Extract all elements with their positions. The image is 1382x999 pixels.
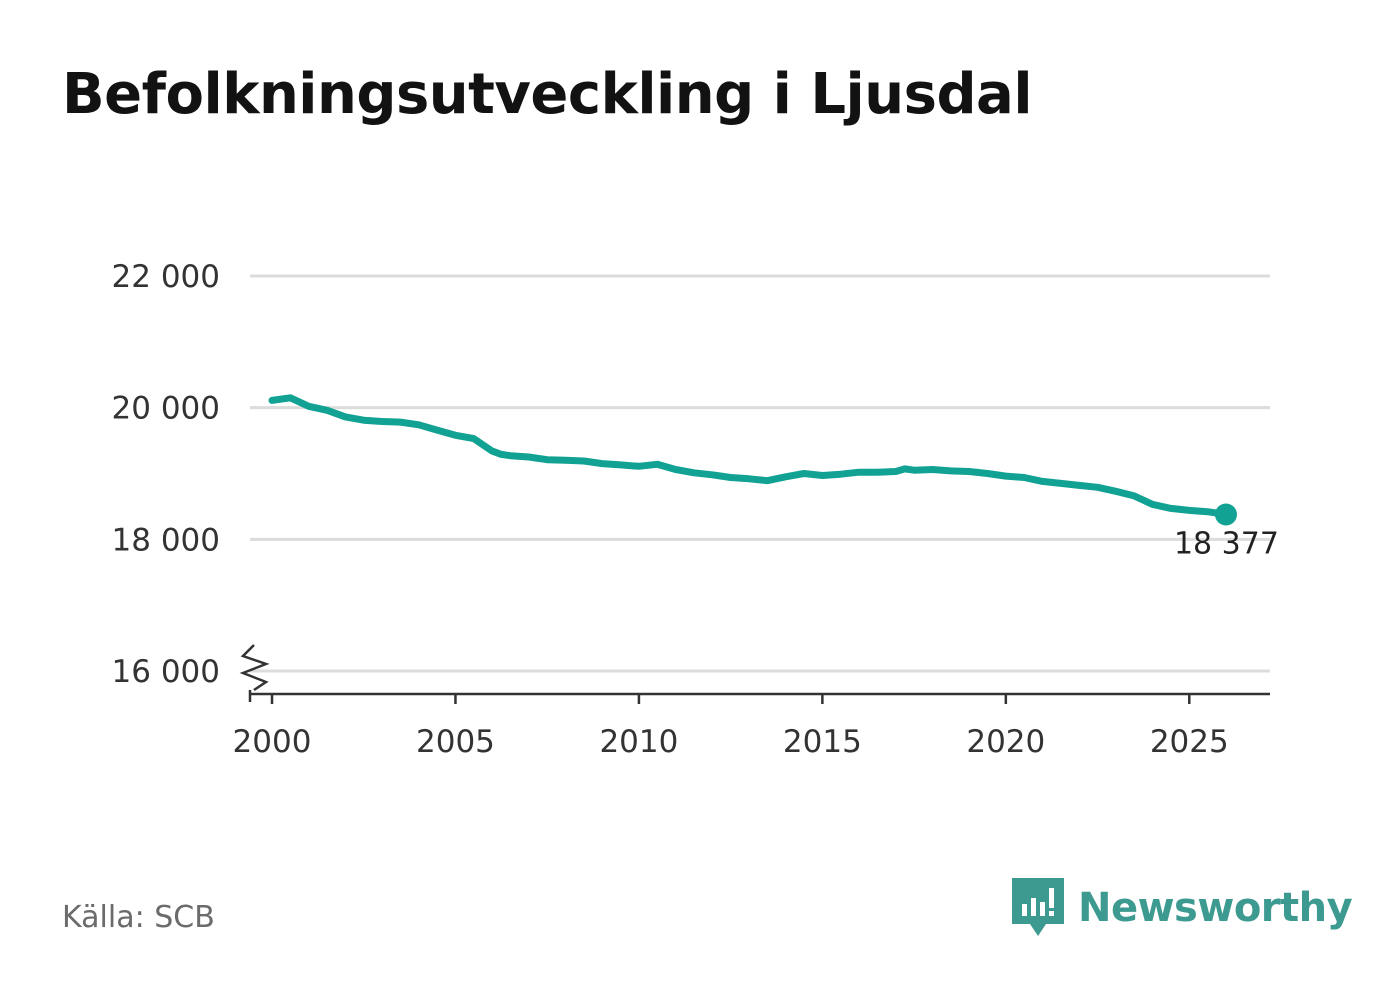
- y-tick-label: 22 000: [112, 259, 220, 295]
- brand-name: Newsworthy: [1078, 885, 1353, 931]
- axis-break-zigzag: [239, 644, 270, 692]
- end-value-label: 18 377: [1174, 527, 1279, 562]
- y-axis-tick-labels: 16 000 18 000 20 000 22 000: [112, 259, 220, 690]
- x-tick-label: 2010: [599, 724, 678, 760]
- x-tick-label: 2015: [783, 724, 862, 760]
- y-tick-label: 18 000: [112, 522, 220, 558]
- x-axis: 2000 2005 2010 2015 2020 2025: [233, 644, 1270, 760]
- series-line: [268, 394, 1230, 518]
- x-tick-label: 2020: [966, 724, 1045, 760]
- chart-title: Befolkningsutveckling i Ljusdal: [62, 62, 1033, 127]
- series-group: 18 377: [268, 394, 1279, 562]
- newsworthy-logo: Newsworthy: [1012, 878, 1353, 938]
- y-tick-label: 16 000: [112, 654, 220, 690]
- x-tick-label: 2005: [416, 724, 495, 760]
- x-tick-label: 2025: [1150, 724, 1229, 760]
- newsworthy-logo-icon: [1012, 878, 1064, 936]
- end-point-marker: [1214, 503, 1237, 526]
- x-tick-label: 2000: [233, 724, 312, 760]
- gridlines: [250, 274, 1270, 673]
- source-note: Källa: SCB: [62, 900, 215, 935]
- y-tick-label: 20 000: [112, 391, 220, 427]
